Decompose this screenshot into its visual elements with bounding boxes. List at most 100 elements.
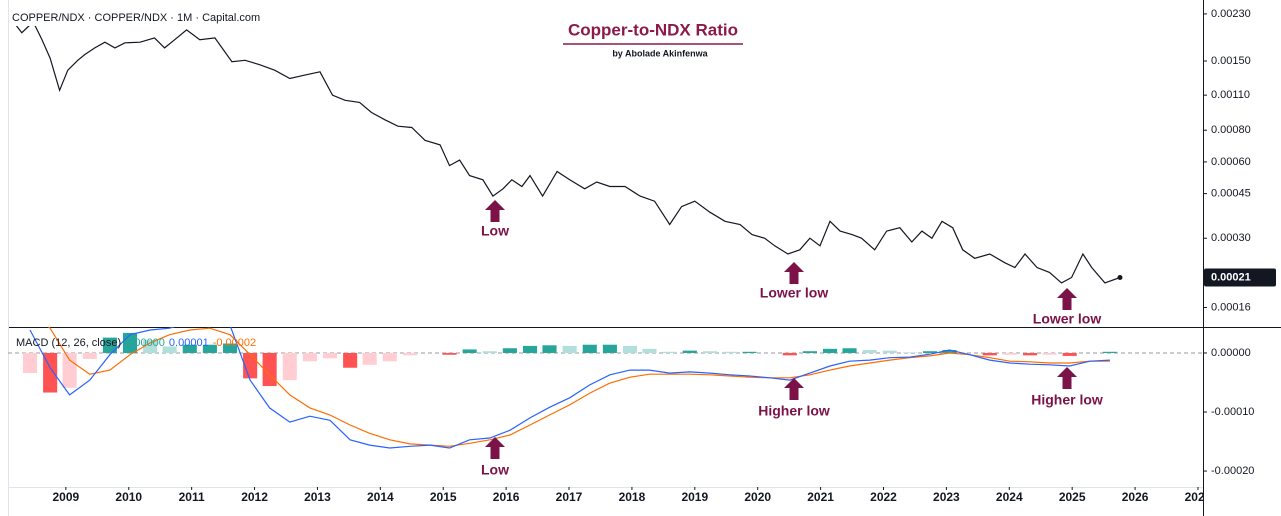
annotation: Lower low (760, 285, 829, 301)
histogram-bar (582, 344, 597, 353)
x-tick-label: 2009 (53, 490, 80, 504)
annotation: Higher low (758, 403, 830, 419)
annotation-arrow (485, 437, 505, 459)
x-tick-label: 2026 (1122, 490, 1149, 504)
indicator-label: MACD (12, 26, close) (16, 337, 121, 349)
chart-subtitle: by Abolade Akinfenwa (612, 48, 708, 58)
annotation: Low (481, 223, 509, 239)
macd-value: 0.00001 (169, 337, 209, 349)
histogram-bar (602, 344, 617, 353)
y-tick-label: 0.00230 (1211, 8, 1251, 20)
histogram-bar (702, 351, 717, 353)
histogram-bar (842, 348, 857, 353)
annotation-arrow (1057, 288, 1077, 310)
x-tick-label: 2024 (996, 490, 1023, 504)
annotation: Lower low (1033, 311, 1102, 327)
annotation-arrow (784, 262, 804, 284)
annotation-arrow (485, 200, 505, 222)
histogram-bar (322, 352, 338, 359)
x-tick-label: 2023 (933, 490, 960, 504)
y-tick-label: 0.00030 (1211, 232, 1251, 244)
histogram-bar (462, 349, 477, 353)
y-tick-label: 0.00016 (1211, 301, 1251, 313)
histogram-bar (722, 351, 738, 353)
x-tick-label: 2011 (179, 490, 205, 504)
histogram-bar (882, 350, 897, 353)
histogram-bar (1022, 352, 1038, 356)
histogram-value: 0.00000 (125, 337, 165, 349)
y-tick-label: 0.00060 (1211, 156, 1251, 168)
histogram-bar (522, 345, 538, 353)
x-tick-label: 2027 (1185, 490, 1212, 504)
histogram-bar (442, 352, 457, 355)
histogram-bar (1002, 352, 1017, 355)
histogram-bar (143, 339, 158, 353)
signal-line (47, 327, 1110, 447)
histogram-bar (982, 352, 997, 356)
histogram-bar (542, 345, 557, 353)
annotation-arrow (1057, 367, 1077, 389)
y-tick-label: 0.00080 (1211, 124, 1251, 136)
histogram-bar (902, 352, 917, 353)
histogram-bar (642, 348, 657, 353)
macd-pane (8, 327, 1203, 449)
x-tick-label: 2017 (556, 490, 583, 504)
x-tick-label: 2021 (807, 490, 834, 504)
histogram-bar (942, 350, 957, 353)
histogram-bar (43, 352, 58, 393)
x-tick-label: 2025 (1059, 490, 1086, 504)
x-tick-label: 2016 (493, 490, 520, 504)
y-tick-label: -0.00020 (1211, 465, 1254, 477)
chart-title: Copper-to-NDX Ratio (568, 20, 738, 39)
x-tick-label: 2012 (241, 490, 268, 504)
histogram-bar (182, 344, 197, 353)
histogram-bar (402, 352, 417, 356)
overlay: COPPER/NDX · COPPER/NDX · 1M · Capital.c… (10, 9, 1103, 478)
y-tick-label: -0.00010 (1211, 406, 1254, 418)
histogram-bar (622, 345, 638, 353)
x-tick-label: 2014 (367, 490, 394, 504)
annotation: Low (481, 462, 509, 478)
histogram-bar (742, 351, 757, 353)
histogram-bar (922, 351, 938, 353)
macd-line (29, 327, 1110, 449)
price-line (11, 19, 1121, 284)
x-tick-label: 2010 (115, 490, 142, 504)
histogram-bar (22, 352, 38, 374)
histogram-bar (1062, 352, 1077, 356)
last-price-label: 0.00021 (1211, 271, 1251, 283)
header-bg (10, 9, 278, 26)
histogram-bar (343, 352, 358, 368)
x-tick-label: 2013 (304, 490, 331, 504)
histogram-bar (822, 348, 838, 353)
x-tick-label: 2020 (744, 490, 771, 504)
y-tick-label: 0.00045 (1211, 187, 1251, 199)
histogram-bar (482, 351, 497, 353)
indicator-legend: MACD (12, 26, close) 0.00000 0.00001 -0.000… (16, 337, 256, 349)
y-tick-label: 0.00000 (1211, 347, 1251, 359)
histogram-bar (202, 344, 217, 353)
y-tick-label: 0.00150 (1211, 55, 1251, 67)
histogram-bar (682, 350, 697, 353)
histogram-bar (282, 352, 297, 381)
histogram-bar (302, 352, 317, 362)
histogram-bar (162, 346, 177, 353)
histogram-bar (1102, 351, 1117, 353)
histogram-bar (362, 352, 377, 365)
histogram-bar (102, 337, 117, 353)
histogram-bar (562, 345, 577, 353)
x-tick-label: 2022 (870, 490, 897, 504)
x-tick-label: 2015 (430, 490, 457, 504)
last-price-box (1204, 268, 1276, 287)
x-tick-label: 2018 (619, 490, 646, 504)
histogram-bar (662, 351, 677, 353)
header: COPPER/NDX · COPPER/NDX · 1M · Capital.c… (12, 12, 260, 24)
last-point (1117, 275, 1123, 281)
histogram-bar (862, 350, 877, 353)
annotation: Higher low (1031, 392, 1103, 408)
histogram-bar (382, 352, 397, 362)
histogram-bar (1042, 352, 1057, 355)
signal-value: -0.00002 (213, 337, 256, 349)
